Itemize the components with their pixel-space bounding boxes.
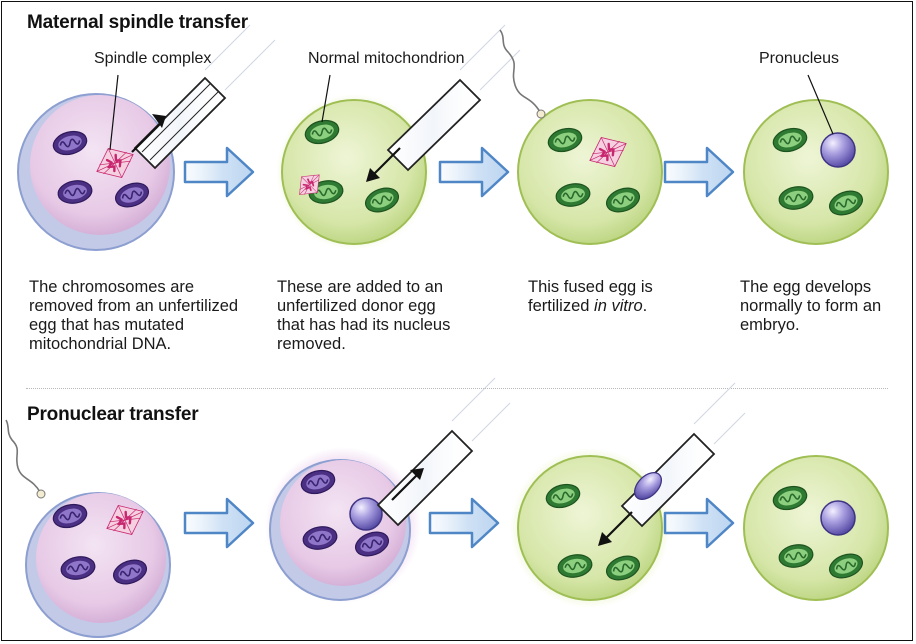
caption-step-1-line-1: The chromosomes are [29,278,195,296]
callout-line-mitochondrion [321,74,331,123]
callout-line-pronucleus [807,74,834,135]
section-title-pronuclear: Pronuclear transfer [27,404,199,425]
pipette-step2 [290,24,521,204]
callout-normal-mitochondrion: Normal mitochondrion [308,50,465,67]
arrow-row1-2 [438,146,510,198]
egg-patient-step1 [17,93,175,251]
egg-donor-step2 [276,94,432,250]
egg-fused-step3 [499,29,663,245]
arrow-row1-3 [663,146,735,198]
section-divider [26,388,888,389]
caption-step-1-line-4: mitochondrial DNA. [29,335,172,353]
pipette-step1 [131,24,276,170]
section-title-maternal-spindle: Maternal spindle transfer [27,12,248,33]
arrow-row2-1 [183,497,255,549]
caption-step-2-line-3: that has had its nucleus [277,316,451,334]
callout-spindle-complex: Spindle complex [94,50,212,67]
egg-patient-row2-step1 [5,419,171,638]
egg-patient-row2-step2 [265,447,421,603]
caption-step-1-line-2: removed from an unfertilized [29,297,239,315]
egg-donor-row2-step3 [510,448,670,608]
arrow-row1-1 [183,146,255,198]
egg-embryo-row2-step4 [743,455,889,601]
caption-step-3-line-1: This fused egg is [528,278,653,296]
arrow-row2-2 [428,497,500,549]
caption-step-3-tail: . [642,297,648,315]
caption-step-2-line-4: removed. [277,335,346,353]
caption-step-3-text: fertilized [528,297,595,315]
caption-step-4-line-3: embryo. [740,316,800,334]
caption-step-2-line-2: unfertilized donor egg [277,297,436,315]
caption-step-3: This fused egg is fertilized in vitro. [528,278,738,316]
callout-line-spindle [109,74,119,151]
caption-step-3-italic: in vitro [594,297,643,315]
caption-step-1: The chromosomes are removed from an unfe… [29,278,239,354]
arrow-row2-3 [663,497,735,549]
caption-step-4-line-2: normally to form an [740,297,882,315]
caption-step-2: These are added to an unfertilized donor… [277,278,487,354]
caption-step-2-line-1: These are added to an [277,278,444,296]
egg-embryo-step4 [743,99,889,245]
caption-step-4: The egg develops normally to form an emb… [740,278,916,335]
callout-pronucleus: Pronucleus [759,50,840,67]
pipette-row2-step2 [376,377,511,527]
caption-step-1-line-3: egg that has mutated [29,316,185,334]
caption-step-3-line-2: fertilized in vitro. [528,297,738,316]
pipette-row2-step3 [598,382,746,546]
caption-step-4-line-1: The egg develops [740,278,872,296]
